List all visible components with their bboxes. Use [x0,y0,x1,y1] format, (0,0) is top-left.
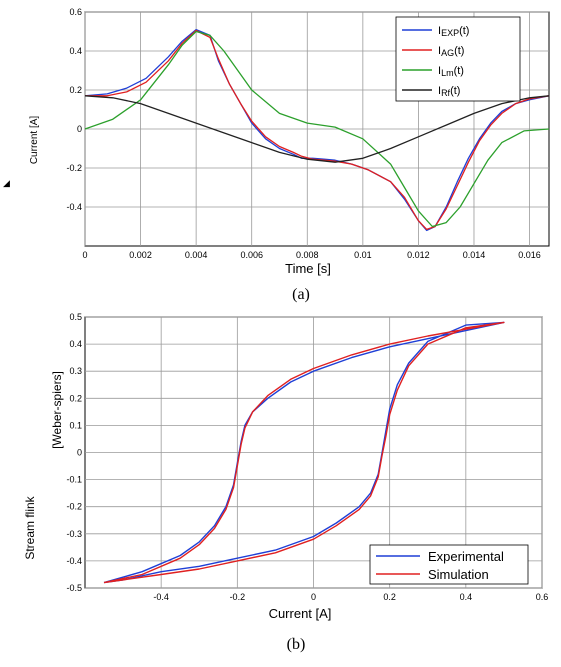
y-tick-label: -0.3 [66,529,82,539]
x-ticks-a: 0 0.002 0.004 0.006 0.008 0.01 0.012 0.014 0.016 [82,250,540,260]
y-tick-label: 0.2 [69,85,82,95]
legend-box-a [395,16,521,102]
hysteresis-chart: -0.4 -0.2 0 0.2 0.4 0.6 -0.5 -0.4 -0.3 -0.2 -0.1 0… [23,312,548,621]
legend-b: Experimental Simulation [369,544,529,585]
y-ticks-b: -0.5 -0.4 -0.3 -0.2 -0.1 0 0.1 0.2 0.3 0.4 0.5 [66,312,82,593]
legend-label: IAG(t) [438,45,464,58]
x-tick-label: 0.002 [129,250,152,260]
x-tick-label: 0.014 [463,250,486,260]
y-tick-label: -0.2 [66,502,82,512]
legend-label: Experimental [428,549,504,564]
x-tick-label: 0 [82,250,87,260]
y-tick-label: 0.5 [69,312,82,322]
x-tick-label: 0.6 [536,592,549,602]
grid-a [84,11,549,246]
legend-a: IEXP(t) IAG(t) ILm(t) IRf(t) [395,16,521,102]
x-axis-label-b: Current [A] [269,606,332,621]
x-tick-label: 0.004 [185,250,208,260]
current-waveform-chart: 0 0.002 0.004 0.006 0.008 0.01 0.012 0.014 0.016… [29,7,550,276]
y-tick-label: -0.4 [66,202,82,212]
y-tick-label: 0.4 [69,46,82,56]
series-a [85,28,549,232]
x-tick-label: 0.008 [296,250,319,260]
x-tick-label: -0.2 [230,592,246,602]
x-tick-label: 0.4 [460,592,473,602]
series-line-iexp-t- [85,28,549,232]
x-tick-label: 0 [311,592,316,602]
legend-label: ILm(t) [438,65,464,78]
y-tick-label: 0.1 [69,420,82,430]
y-axis-label-b-right: [Weber-spiers] [50,371,64,449]
x-tick-label: 0.006 [240,250,263,260]
caption-b: (b) [287,636,306,653]
y-tick-label: 0 [77,124,82,134]
x-tick-label: 0.012 [407,250,430,260]
x-tick-label: -0.4 [153,592,169,602]
y-tick-label: 0.4 [69,339,82,349]
y-tick-label: -0.2 [66,163,82,173]
legend-label: IEXP(t) [438,25,469,38]
y-ticks-a: -0.4 -0.2 0 0.2 0.4 0.6 [66,7,82,212]
y-tick-label: 0 [77,448,82,458]
series-b [103,321,505,584]
series-line-iag-t- [85,29,549,231]
corner-marker: ◢ [3,179,10,189]
y-tick-label: -0.5 [66,583,82,593]
caption-a: (a) [292,286,310,303]
series-line-ilm-t- [85,30,549,228]
x-tick-label: 0.01 [354,250,372,260]
y-tick-label: -0.1 [66,475,82,485]
y-tick-label: 0.2 [69,393,82,403]
x-ticks-b: -0.4 -0.2 0 0.2 0.4 0.6 [153,592,548,602]
grid-b [85,316,543,589]
x-tick-label: 0.2 [383,592,396,602]
legend-box-b [369,544,529,585]
y-tick-label: 0.6 [69,7,82,17]
legend-label: IRf(t) [438,85,460,98]
x-tick-label: 0.016 [518,250,541,260]
legend-label: Simulation [428,567,489,582]
y-tick-label: -0.4 [66,556,82,566]
y-tick-label: 0.3 [69,366,82,376]
series-line-irf-t- [85,95,549,163]
y-axis-label-b-left: Stream flink [23,495,37,559]
x-axis-label-a: Time [s] [285,261,331,276]
y-axis-label-a: Current [A] [29,116,40,165]
series-line-simulation [103,321,505,584]
